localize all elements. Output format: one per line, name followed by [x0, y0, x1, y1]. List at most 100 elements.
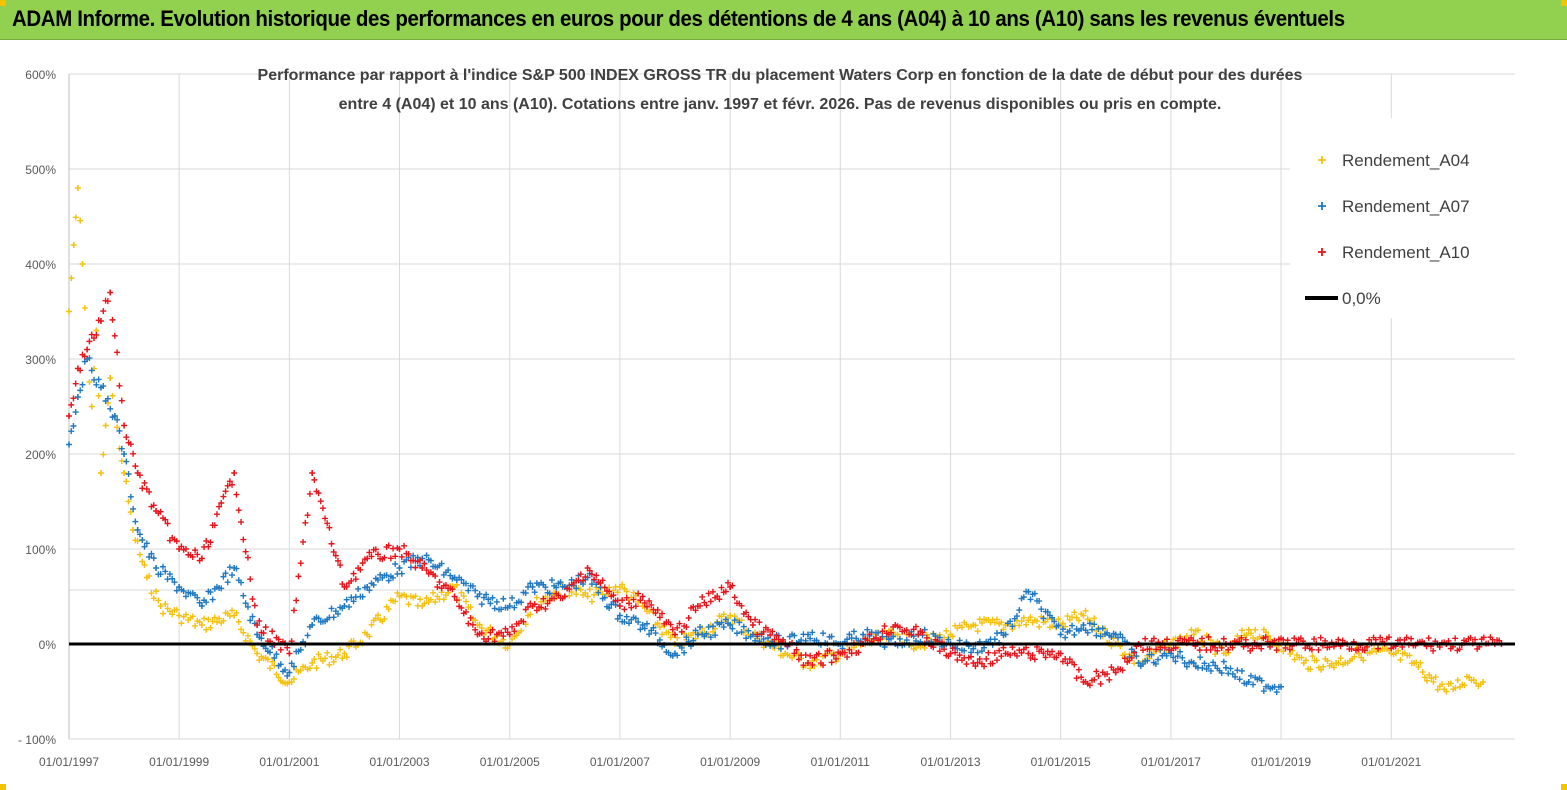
data-point	[107, 289, 114, 296]
data-point-cluster	[366, 542, 401, 563]
data-point	[804, 631, 811, 638]
data-point-cluster	[1445, 673, 1470, 693]
data-point-cluster	[311, 646, 346, 672]
data-point-cluster	[233, 565, 258, 627]
data-point	[947, 650, 954, 657]
data-point-cluster	[100, 451, 107, 458]
data-point-cluster	[136, 472, 157, 510]
data-point-cluster	[1059, 655, 1085, 682]
x-tick-label: 01/01/2013	[921, 755, 981, 769]
data-point-cluster	[1115, 643, 1140, 674]
data-point-cluster	[619, 613, 644, 633]
data-point	[121, 451, 128, 457]
data-point	[561, 593, 568, 600]
data-point-cluster	[1192, 654, 1227, 676]
data-point-cluster	[256, 653, 291, 687]
data-point-cluster	[256, 634, 291, 679]
data-point	[1025, 617, 1032, 624]
data-point-cluster	[155, 563, 180, 594]
y-tick-label: 200%	[25, 448, 56, 462]
data-point	[74, 185, 81, 191]
data-point	[749, 622, 756, 628]
data-point	[1356, 650, 1363, 657]
data-point-cluster	[1247, 672, 1282, 696]
data-point	[1112, 669, 1119, 676]
x-tick-label: 01/01/2019	[1251, 755, 1311, 769]
data-point	[231, 470, 238, 476]
data-point-cluster	[1225, 665, 1250, 687]
data-point-cluster	[1302, 653, 1337, 673]
x-tick-label: 01/01/1997	[39, 755, 99, 769]
data-point	[584, 593, 591, 600]
data-point-cluster	[178, 543, 203, 564]
data-point-cluster	[123, 458, 139, 525]
data-point-cluster	[86, 378, 93, 385]
data-point-cluster	[201, 607, 236, 633]
data-point	[529, 584, 536, 590]
data-point-cluster	[729, 617, 754, 642]
legend-plus-marker	[1318, 156, 1326, 164]
data-point	[396, 546, 403, 552]
data-point-cluster	[641, 597, 676, 633]
x-tick-label: 01/01/2021	[1361, 755, 1421, 769]
x-tick-label: 01/01/2017	[1141, 755, 1201, 769]
data-point	[1025, 650, 1032, 657]
data-point-cluster	[421, 560, 456, 593]
data-point	[1190, 660, 1197, 666]
data-point-cluster	[1225, 634, 1337, 654]
data-point-cluster	[531, 590, 566, 614]
corner-mark-bottom-right	[1561, 784, 1567, 790]
data-point-cluster	[95, 392, 102, 399]
data-point-cluster	[1413, 659, 1448, 693]
data-point	[286, 650, 293, 657]
data-point-cluster	[949, 645, 975, 668]
data-point-cluster	[509, 580, 534, 611]
data-point	[1057, 650, 1064, 657]
gridlines	[69, 73, 1515, 740]
legend-label: Rendement_A07	[1342, 197, 1470, 216]
data-point-cluster	[697, 579, 732, 609]
data-point-cluster	[531, 577, 566, 597]
data-point	[70, 242, 77, 248]
banner: ADAM Informe. Evolution historique des p…	[0, 0, 1567, 40]
y-tick-label: 100%	[25, 543, 56, 557]
chart-title-line-2: entre 4 (A04) et 10 ans (A10). Cotations…	[339, 96, 1222, 113]
data-point	[1245, 679, 1252, 685]
data-point	[1245, 626, 1252, 633]
data-point-cluster	[366, 589, 401, 640]
data-point	[198, 555, 205, 562]
data-point	[79, 261, 86, 267]
data-point	[66, 441, 72, 448]
data-point-cluster	[100, 297, 111, 315]
data-point	[364, 555, 371, 562]
data-point-cluster	[398, 591, 424, 609]
data-point-cluster	[1082, 664, 1117, 689]
data-point	[121, 470, 128, 476]
data-point-cluster	[77, 217, 84, 224]
chart-canvas: 600% 500% 400% 300% 200% 100% 0% - 100% 01/01/1…	[18, 67, 1515, 769]
data-point	[1080, 622, 1087, 628]
data-point-cluster	[366, 561, 401, 594]
data-point-cluster	[949, 619, 975, 640]
data-point	[506, 603, 513, 609]
data-point	[1443, 688, 1450, 695]
data-point	[419, 565, 426, 571]
data-point	[1466, 674, 1473, 681]
data-point-cluster	[1059, 609, 1085, 630]
data-point-cluster	[1082, 620, 1117, 640]
x-tick-label: 01/01/2003	[369, 755, 429, 769]
data-point	[66, 413, 72, 419]
data-point-cluster	[453, 574, 479, 594]
data-point-cluster	[178, 611, 203, 629]
data-point-cluster	[1468, 676, 1484, 690]
data-point-cluster	[752, 616, 787, 645]
banner-title: ADAM Informe. Evolution historique des p…	[12, 6, 1345, 31]
y-tick-label: 500%	[25, 163, 56, 177]
data-point-cluster	[160, 601, 180, 618]
x-tick-label: 01/01/2015	[1031, 755, 1091, 769]
x-tick-label: 01/01/2011	[811, 755, 870, 769]
data-point	[88, 403, 95, 410]
data-point-cluster	[619, 590, 644, 613]
data-point	[153, 565, 160, 571]
data-point	[616, 612, 623, 619]
